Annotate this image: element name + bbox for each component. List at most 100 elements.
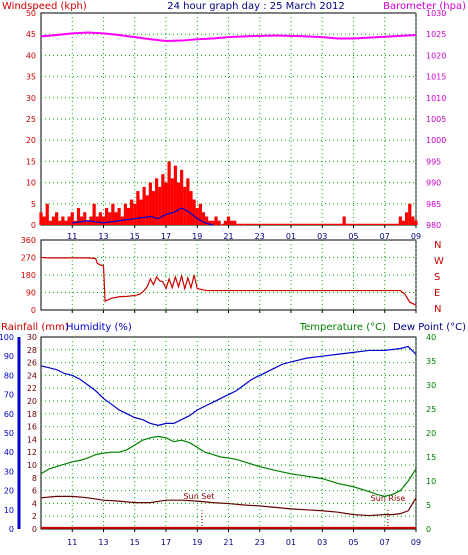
wind-speed-bar xyxy=(86,220,90,225)
temperature-y-tick-label: 40 xyxy=(426,333,436,342)
rainfall-y-tick-label: 100 xyxy=(0,333,14,342)
temperature-y-tick-label: 25 xyxy=(426,405,436,414)
rainfall-y-tick-label: 60 xyxy=(4,410,14,419)
barometer-y-tick-label: 990 xyxy=(426,179,441,188)
rainfall-y-tick-label: 40 xyxy=(4,448,14,457)
temperature-y-tick-label: 10 xyxy=(426,477,436,486)
wind-speed-bar xyxy=(148,182,152,225)
x-tick-label: 17 xyxy=(161,538,171,547)
wind-speed-bar xyxy=(92,203,96,225)
wind-y-tick-label: 45 xyxy=(26,30,36,39)
wind-speed-bar xyxy=(76,208,81,225)
x-tick-label: 19 xyxy=(192,232,202,241)
humidity-y-tick-label: 24 xyxy=(27,371,37,380)
wind-speed-bar xyxy=(398,216,402,225)
wind-speed-bar xyxy=(83,212,87,225)
wind-speed-bar xyxy=(155,178,159,225)
sunset-annotation: Sun Set xyxy=(184,492,215,501)
wind-speed-bar xyxy=(105,208,109,225)
humidity-y-tick-label: 20 xyxy=(27,397,37,406)
temperature-y-tick-label: 20 xyxy=(426,429,436,438)
x-tick-label: 01 xyxy=(286,232,296,241)
humidity-y-tick-label: 22 xyxy=(27,384,37,393)
humidity-y-tick-label: 2 xyxy=(32,512,37,521)
wind-speed-bar xyxy=(208,220,212,225)
wind-speed-bar xyxy=(164,182,168,225)
wind-speed-bar xyxy=(151,191,156,225)
humidity-y-tick-label: 16 xyxy=(27,423,37,432)
x-tick-label: 11 xyxy=(67,538,77,547)
x-tick-label: 17 xyxy=(161,232,171,241)
wind-speed-bar xyxy=(139,199,143,225)
wind-y-tick-label: 40 xyxy=(26,51,36,60)
x-tick-label: 15 xyxy=(130,232,140,241)
humidity-y-tick-label: 28 xyxy=(27,346,37,355)
wind-speed-bar xyxy=(226,216,231,225)
wind-speed-bar xyxy=(117,208,121,225)
humidity-axis-title: Humidity (%) xyxy=(66,322,132,333)
wind-y-tick-label: 5 xyxy=(31,200,36,209)
x-tick-label: 13 xyxy=(98,232,108,241)
temperature-y-tick-label: 35 xyxy=(426,357,436,366)
wind-speed-bar xyxy=(61,216,65,225)
barometer-y-tick-label: 980 xyxy=(426,221,441,230)
wind-y-tick-label: 20 xyxy=(26,136,36,145)
wind-speed-bar xyxy=(395,225,399,226)
wind-speed-bar xyxy=(67,216,71,225)
humidity-y-tick-label: 4 xyxy=(32,499,37,508)
temperature-line xyxy=(40,435,417,497)
x-tick-label: 07 xyxy=(380,538,390,547)
wind-speed-bar xyxy=(108,212,112,225)
humidity-y-tick-label: 26 xyxy=(27,359,37,368)
wind-speed-bar xyxy=(58,220,62,225)
direction-y-tick-label: 360 xyxy=(21,236,36,245)
humidity-y-tick-label: 10 xyxy=(27,461,37,470)
temperature-y-tick-label: 0 xyxy=(426,525,431,534)
wind-speed-bar xyxy=(339,225,343,226)
wind-speed-bar xyxy=(214,216,218,225)
wind-speed-bar xyxy=(133,203,137,225)
wind-speed-bar xyxy=(45,203,49,225)
compass-label: W xyxy=(434,256,444,267)
wind-speed-bar xyxy=(198,203,202,225)
compass-label: N xyxy=(434,304,441,315)
x-tick-label: 01 xyxy=(286,538,296,547)
rainfall-y-tick-label: 70 xyxy=(4,391,14,400)
wind-speed-bar xyxy=(233,220,237,225)
wind-speed-bar xyxy=(414,220,418,225)
barometer-y-tick-label: 1005 xyxy=(426,115,446,124)
wind-speed-bar xyxy=(39,212,43,225)
wind-speed-bar xyxy=(42,216,46,225)
wind-y-tick-label: 30 xyxy=(26,94,36,103)
wind-speed-bar xyxy=(183,186,187,225)
wind-speed-bar xyxy=(217,220,221,225)
wind-speed-bar xyxy=(223,220,227,225)
humidity-line xyxy=(40,345,417,426)
wind-speed-bar xyxy=(70,212,74,225)
x-tick-label: 09 xyxy=(411,538,421,547)
barometer-y-tick-label: 985 xyxy=(426,200,441,209)
wind-speed-bar xyxy=(51,216,56,225)
x-tick-label: 09 xyxy=(411,232,421,241)
wind-speed-bar xyxy=(411,216,415,225)
x-tick-label: 03 xyxy=(317,538,327,547)
wind-speed-bar xyxy=(173,165,177,225)
humidity-y-tick-label: 14 xyxy=(27,435,37,444)
humidity-y-tick-label: 0 xyxy=(32,525,37,534)
direction-y-tick-label: 0 xyxy=(31,306,36,315)
x-tick-label: 21 xyxy=(223,232,233,241)
wind-speed-bar xyxy=(114,212,118,225)
x-tick-label: 13 xyxy=(98,538,108,547)
rainfall-y-tick-label: 50 xyxy=(4,429,14,438)
x-tick-label: 11 xyxy=(67,232,77,241)
wind-speed-bar xyxy=(158,186,162,225)
humidity-y-tick-label: 8 xyxy=(32,474,37,483)
wind-y-tick-label: 0 xyxy=(31,221,36,230)
humidity-y-tick-label: 12 xyxy=(27,448,37,457)
rainfall-y-tick-label: 90 xyxy=(4,352,14,361)
wind-speed-bar xyxy=(242,225,246,226)
wind-speed-bar xyxy=(145,195,149,225)
wind-speed-bar xyxy=(123,203,127,225)
barometer-y-tick-label: 1010 xyxy=(426,94,446,103)
temperature-y-tick-label: 5 xyxy=(426,501,431,510)
